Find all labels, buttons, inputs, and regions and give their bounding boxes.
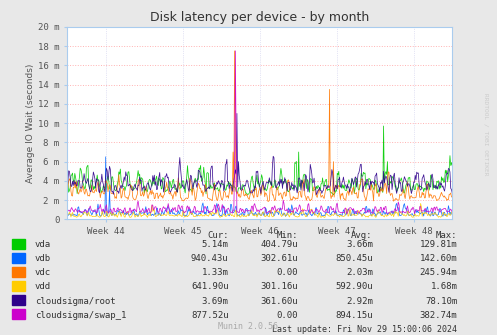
Bar [12, 267, 25, 277]
Text: 592.90u: 592.90u [335, 282, 373, 291]
Text: Last update: Fri Nov 29 15:00:06 2024: Last update: Fri Nov 29 15:00:06 2024 [272, 325, 457, 334]
Text: 877.52u: 877.52u [191, 311, 229, 320]
Text: 382.74m: 382.74m [419, 311, 457, 320]
Text: 2.03m: 2.03m [346, 268, 373, 277]
Text: 78.10m: 78.10m [425, 296, 457, 306]
Text: 245.94m: 245.94m [419, 268, 457, 277]
Text: 129.81m: 129.81m [419, 241, 457, 250]
Text: RRDTOOL / TOBI OETIKER: RRDTOOL / TOBI OETIKER [484, 93, 489, 175]
Text: vdc: vdc [35, 268, 51, 277]
Text: 3.66m: 3.66m [346, 241, 373, 250]
Bar [12, 295, 25, 305]
Text: Max:: Max: [436, 231, 457, 240]
Text: 2.92m: 2.92m [346, 296, 373, 306]
Text: Min:: Min: [277, 231, 298, 240]
Title: Disk latency per device - by month: Disk latency per device - by month [150, 11, 369, 24]
Bar [12, 281, 25, 291]
Text: 361.60u: 361.60u [260, 296, 298, 306]
Text: 0.00: 0.00 [277, 268, 298, 277]
Bar [12, 253, 25, 263]
Bar [12, 310, 25, 319]
Text: 850.45u: 850.45u [335, 255, 373, 263]
Text: 1.68m: 1.68m [430, 282, 457, 291]
Text: 302.61u: 302.61u [260, 255, 298, 263]
Text: 301.16u: 301.16u [260, 282, 298, 291]
Text: 940.43u: 940.43u [191, 255, 229, 263]
Text: vda: vda [35, 241, 51, 250]
Text: 142.60m: 142.60m [419, 255, 457, 263]
Text: vdb: vdb [35, 255, 51, 263]
Text: 0.00: 0.00 [277, 311, 298, 320]
Text: vdd: vdd [35, 282, 51, 291]
Text: 894.15u: 894.15u [335, 311, 373, 320]
Text: 404.79u: 404.79u [260, 241, 298, 250]
Text: 5.14m: 5.14m [202, 241, 229, 250]
Bar [12, 239, 25, 249]
Text: 3.69m: 3.69m [202, 296, 229, 306]
Text: 1.33m: 1.33m [202, 268, 229, 277]
Text: cloudsigma/root: cloudsigma/root [35, 296, 115, 306]
Y-axis label: Average IO Wait (seconds): Average IO Wait (seconds) [26, 63, 35, 183]
Text: Munin 2.0.56: Munin 2.0.56 [219, 322, 278, 331]
Text: 641.90u: 641.90u [191, 282, 229, 291]
Text: Cur:: Cur: [207, 231, 229, 240]
Text: Avg:: Avg: [351, 231, 373, 240]
Text: cloudsigma/swap_1: cloudsigma/swap_1 [35, 311, 126, 320]
